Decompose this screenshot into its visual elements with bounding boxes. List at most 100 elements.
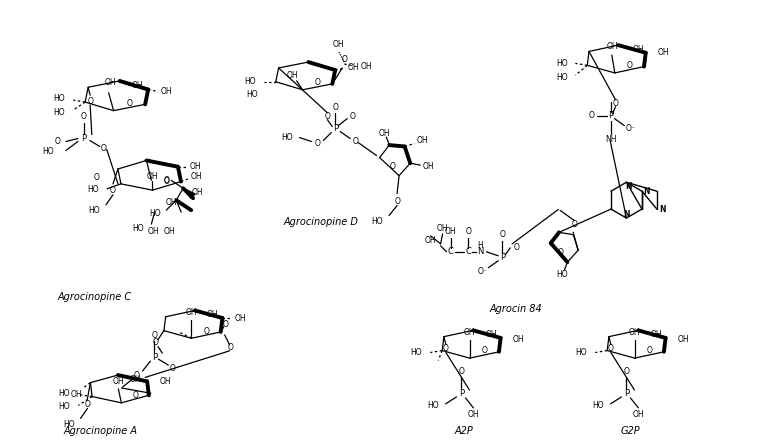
Text: P: P [459, 389, 464, 398]
Text: O: O [87, 97, 93, 105]
Text: OH: OH [632, 410, 644, 419]
Text: OH: OH [190, 162, 202, 171]
Text: HO: HO [88, 206, 100, 215]
Text: OH: OH [468, 410, 479, 419]
Text: P: P [624, 389, 629, 398]
Text: OH: OH [629, 328, 641, 337]
Text: OH: OH [445, 227, 456, 236]
Text: O: O [153, 338, 159, 347]
Text: O: O [132, 391, 138, 400]
Text: OH: OH [186, 308, 197, 317]
Text: O: O [127, 99, 132, 108]
Text: N: N [477, 247, 483, 256]
Text: NH: NH [605, 135, 616, 144]
Text: HO: HO [63, 420, 74, 429]
Text: OH: OH [191, 188, 203, 197]
Text: O: O [349, 112, 355, 121]
Text: N: N [644, 187, 650, 196]
Text: HO: HO [43, 147, 54, 156]
Text: O⁻: O⁻ [169, 364, 179, 372]
Text: N: N [660, 205, 666, 214]
Text: O: O [465, 227, 471, 236]
Text: O: O [93, 174, 99, 182]
Text: OH: OH [436, 224, 449, 234]
Text: O: O [623, 367, 629, 376]
Text: HO: HO [372, 217, 383, 226]
Text: OH: OH [607, 41, 619, 51]
Text: O: O [164, 178, 170, 186]
Text: OH: OH [332, 40, 344, 49]
Text: O: O [394, 197, 400, 206]
Text: OH: OH [130, 375, 142, 384]
Text: HO: HO [556, 73, 568, 82]
Text: O⁻: O⁻ [625, 124, 635, 133]
Text: O: O [558, 248, 564, 257]
Text: O: O [222, 320, 228, 329]
Text: A2P: A2P [455, 426, 474, 436]
Text: N: N [625, 182, 631, 191]
Text: HO: HO [575, 348, 587, 357]
Text: O: O [203, 327, 209, 336]
Text: OH: OH [132, 81, 143, 90]
Text: O: O [513, 243, 519, 252]
Text: HO: HO [132, 223, 143, 233]
Text: OH: OH [165, 198, 177, 206]
Text: HO: HO [58, 402, 71, 411]
Text: OH: OH [160, 87, 172, 96]
Text: HO: HO [427, 401, 439, 410]
Text: O: O [134, 371, 140, 380]
Text: OH: OH [207, 310, 219, 319]
Text: OH: OH [105, 78, 116, 87]
Text: O: O [647, 347, 652, 356]
Text: O: O [314, 139, 320, 148]
Text: HO: HO [246, 90, 258, 99]
Text: HO: HO [58, 389, 71, 398]
Text: Agrocin 84: Agrocin 84 [490, 304, 542, 315]
Text: Agrocinopine D: Agrocinopine D [284, 217, 358, 227]
Text: O: O [228, 344, 234, 352]
Text: P: P [332, 124, 338, 133]
Text: OH: OH [658, 48, 669, 57]
Text: OH: OH [485, 330, 497, 339]
Text: O: O [314, 78, 320, 87]
Text: OH: OH [287, 71, 298, 81]
Text: HO: HO [281, 133, 292, 142]
Text: P: P [81, 134, 87, 143]
Text: O: O [81, 112, 87, 121]
Text: P: P [499, 253, 505, 262]
Text: O: O [55, 137, 61, 146]
Text: OH: OH [379, 129, 390, 138]
Text: O: O [443, 344, 449, 353]
Text: OH: OH [632, 44, 644, 53]
Text: OH: OH [513, 336, 524, 344]
Text: O: O [101, 144, 107, 153]
Text: HO: HO [556, 270, 568, 279]
Text: O: O [626, 61, 632, 70]
Text: O: O [352, 137, 358, 146]
Text: OH: OH [464, 328, 476, 337]
Text: O: O [608, 344, 614, 353]
Text: HO: HO [54, 108, 65, 117]
Text: O⁻: O⁻ [477, 267, 487, 276]
Text: HO: HO [411, 348, 422, 357]
Text: OH: OH [112, 377, 124, 386]
Text: O: O [110, 186, 116, 195]
Text: N: N [623, 210, 630, 218]
Text: OH: OH [678, 336, 689, 344]
Text: OH: OH [422, 162, 434, 170]
Text: O: O [481, 347, 487, 356]
Text: OH: OH [348, 63, 359, 72]
Text: OH: OH [147, 227, 159, 236]
Text: P: P [152, 352, 157, 362]
Text: O: O [84, 400, 90, 409]
Text: G2P: G2P [621, 426, 640, 436]
Polygon shape [183, 188, 195, 198]
Text: OH: OH [235, 314, 246, 323]
Text: HO: HO [592, 401, 603, 410]
Text: Agrocinopine C: Agrocinopine C [57, 291, 131, 302]
Text: O: O [152, 331, 157, 340]
Text: C: C [448, 247, 453, 256]
Text: O: O [324, 112, 330, 121]
Text: O: O [499, 231, 505, 239]
Text: OH: OH [425, 236, 436, 245]
